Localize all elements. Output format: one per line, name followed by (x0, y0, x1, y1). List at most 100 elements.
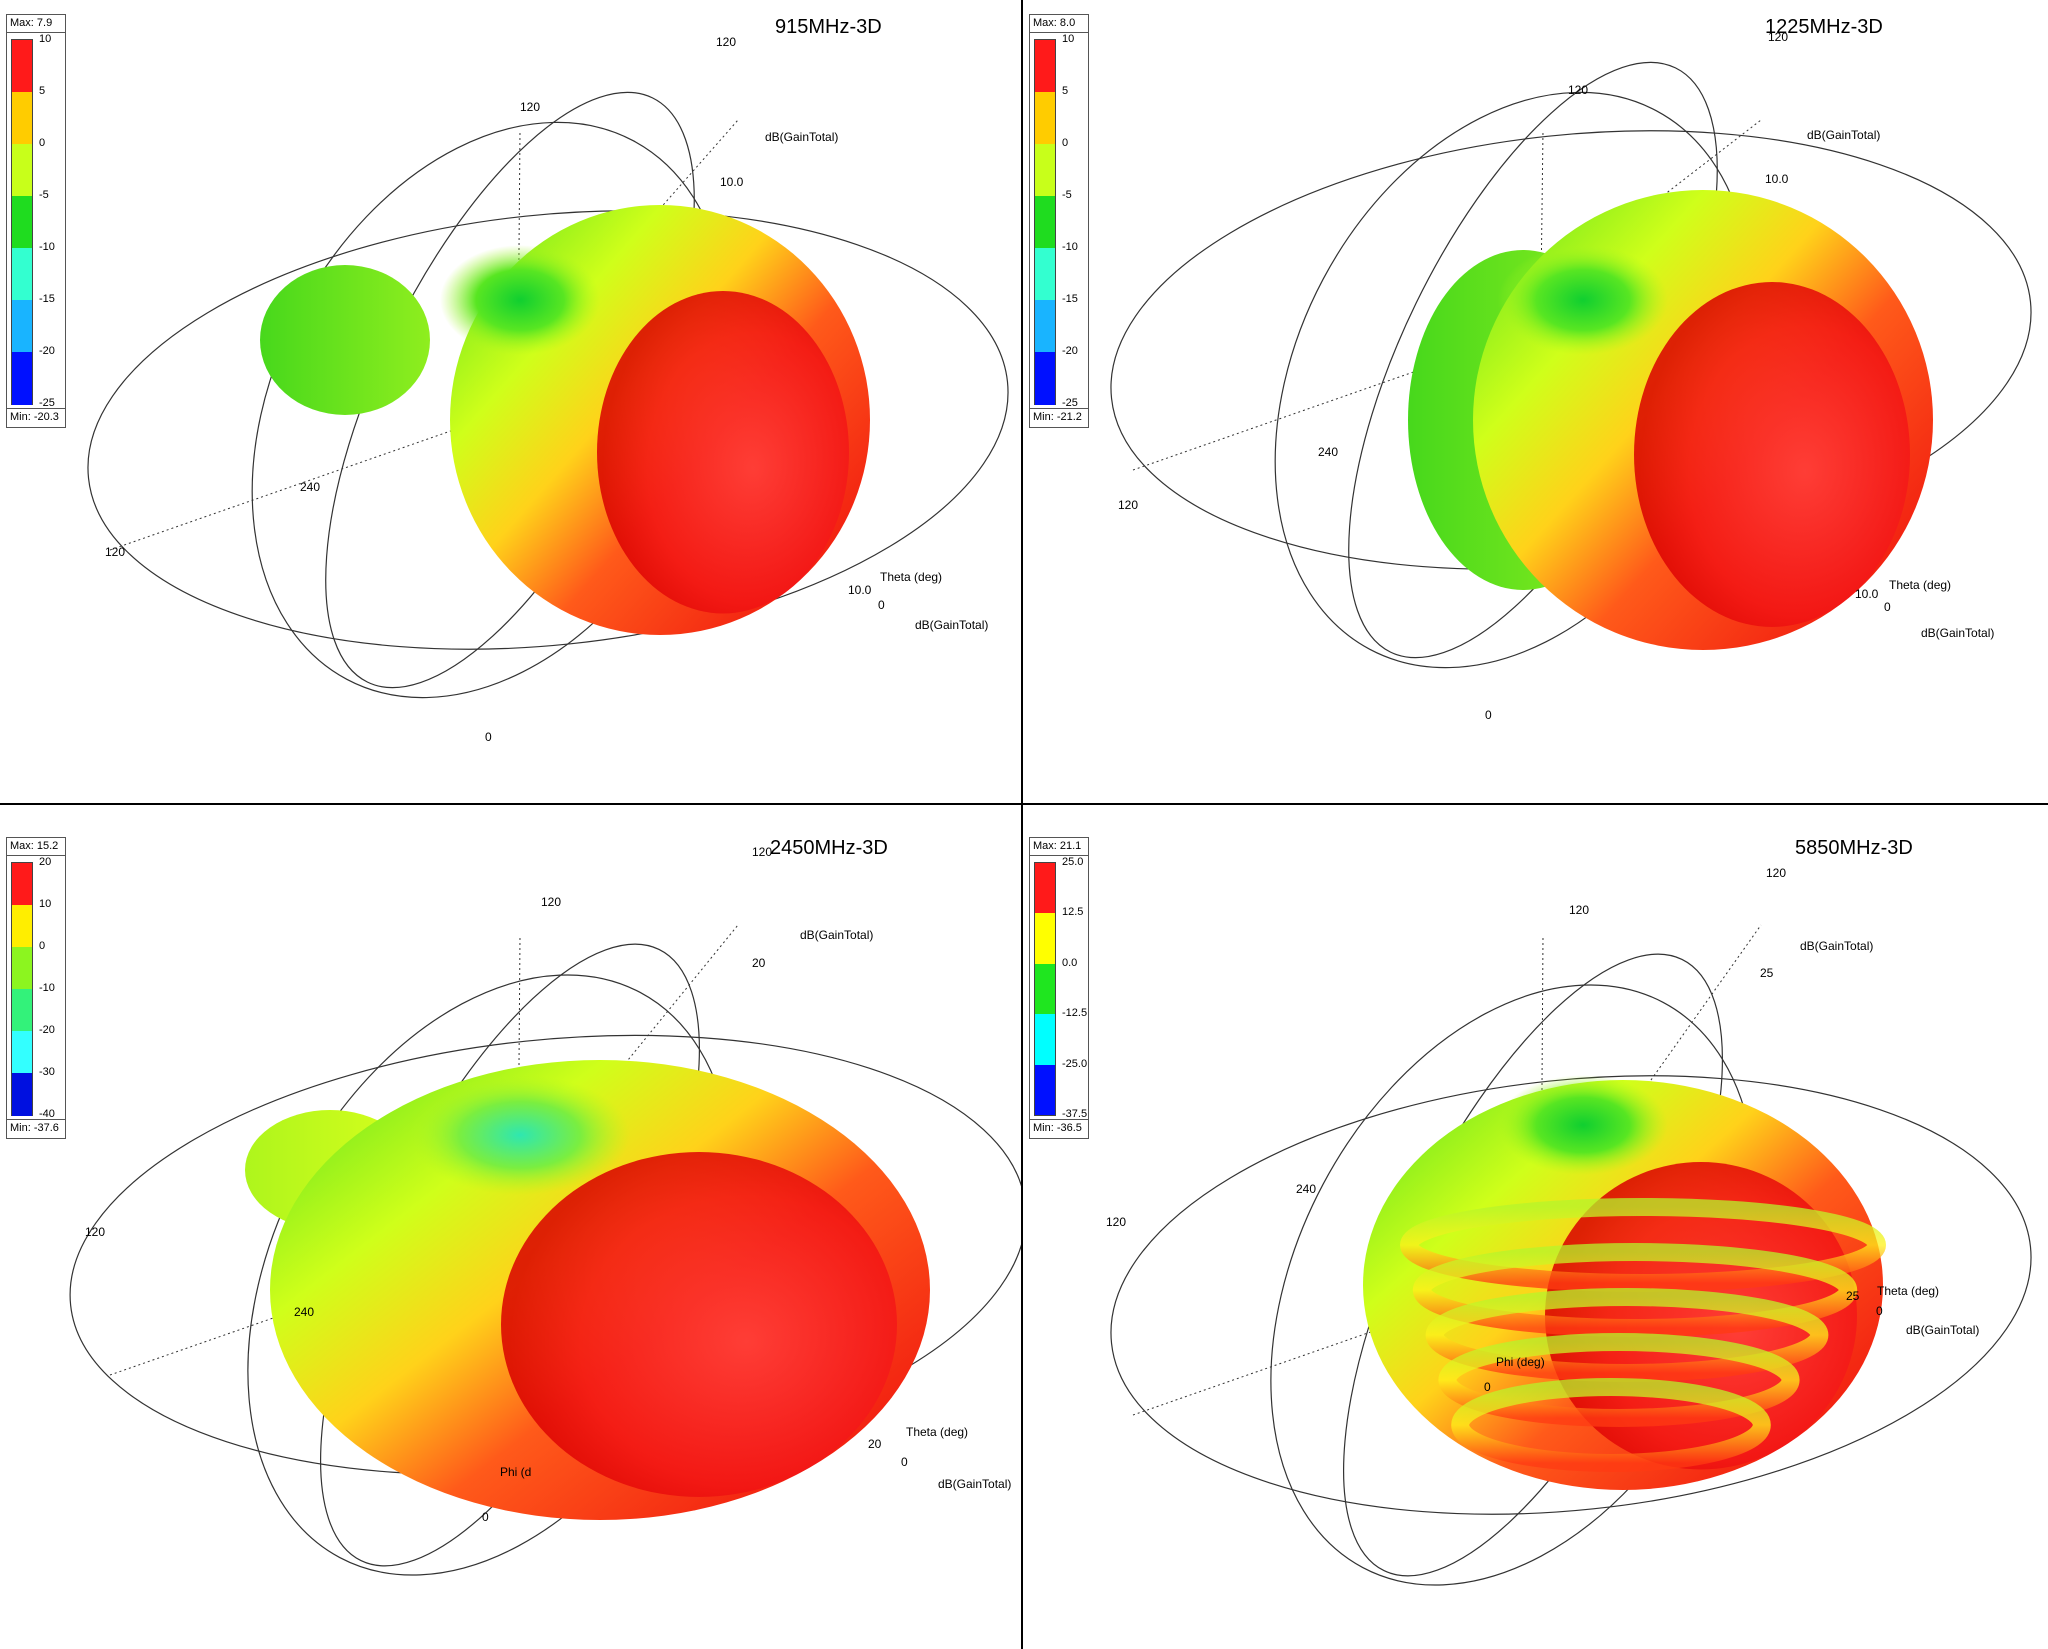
color-legend: Max: 7.9 10 5 0 -5 -10 -15 -20 -25 Min: -20.3 (6, 14, 66, 428)
legend-tick-label: -10 (1062, 241, 1078, 253)
color-legend: Max: 21.1 25.0 12.5 0.0 -12.5 -25.0 -37.5 Min: … (1029, 837, 1089, 1139)
pattern-ripple (1412, 1243, 1858, 1337)
peak-gain-region (1634, 282, 1910, 627)
legend-min: Min: -36.5 (1033, 1122, 1082, 1134)
peak-gain-region (501, 1152, 897, 1497)
axis-label-zero-right: 0 (1876, 1304, 1883, 1318)
axis-label-ring-mid: 120 (1568, 83, 1589, 97)
axis-label-zero-right: 0 (878, 598, 885, 612)
pattern-plot (1110, 924, 2032, 1586)
legend-tick-label: -12.5 (1062, 1007, 1088, 1020)
legend-max: Max: 8.0 (1033, 17, 1076, 29)
legend-color-segment (12, 196, 32, 249)
pattern-panel-1: 915MHz-3D Max: 7.9 10 5 0 -5 -10 -15 -20 -25 Min: … (0, 0, 1021, 803)
axis-label-theta: Theta (deg) (906, 1425, 969, 1439)
axis-label-ring-top: 120 (1766, 866, 1787, 880)
axis-label-deg240: 240 (300, 480, 321, 494)
legend-color-segment (12, 144, 32, 197)
axis-label-gain-top: dB(GainTotal) (800, 928, 874, 942)
axis-label-gain-top: dB(GainTotal) (1807, 128, 1881, 142)
axis-label-ring-top: 120 (1768, 30, 1789, 44)
plot-title: 915MHz-3D (775, 16, 882, 38)
axis-label-ring-left: 120 (1118, 498, 1139, 512)
axis-label-phi: Phi (d (500, 1465, 532, 1479)
legend-color-segment (1035, 300, 1055, 353)
axis-label-ring-left: 120 (1106, 1215, 1127, 1229)
legend-tick-label: 10 (39, 898, 52, 910)
legend-separator-top (7, 855, 65, 856)
axis-label-scale-right: 10.0 (848, 583, 872, 597)
pattern-ripple (1400, 1198, 1886, 1292)
axis-label-phi: Phi (deg) (1496, 1355, 1545, 1369)
legend-tick-label: 10 (39, 33, 52, 45)
axis-label-scale-top: 20 (752, 956, 766, 970)
radiation-pattern-surface (260, 205, 870, 635)
legend-color-bar (11, 39, 33, 405)
legend-tick-label: -20 (1062, 345, 1078, 357)
null-region (440, 245, 600, 355)
legend-color-segment (12, 248, 32, 301)
axis-label-ring-top: 120 (716, 35, 737, 49)
pattern-panel-2: 1225MHz-3D Max: 8.0 10 5 0 -5 -10 -15 -20 -25 Min:… (1023, 0, 2048, 803)
plot-title: 2450MHz-3D (770, 837, 888, 859)
legend-color-segment (1035, 352, 1055, 405)
legend-min: Min: -37.6 (10, 1122, 59, 1134)
legend-color-segment (12, 905, 32, 948)
axis-label-zero-bottom: 0 (1484, 1380, 1491, 1394)
legend-color-segment (12, 1031, 32, 1074)
legend-tick-label: -10 (39, 982, 55, 994)
pattern-ripple (1438, 1333, 1800, 1427)
axis-label-zero-bottom: 0 (482, 1510, 489, 1524)
pattern-plot (1110, 61, 2032, 669)
legend-tick-label: 0 (1062, 137, 1069, 149)
pattern-panel-4: 5850MHz-3D Max: 21.1 25.0 12.5 0.0 -12.5 -25.0… (1023, 805, 2048, 1649)
phi-ring (87, 210, 1009, 650)
legend-color-segment (1035, 913, 1055, 965)
legend-color-segment (12, 863, 32, 906)
legend-color-segment (1035, 196, 1055, 249)
legend-tick-label: 0 (39, 137, 46, 149)
legend-separator-bottom (1030, 1119, 1088, 1120)
legend-tick-label: -37.5 (1062, 1108, 1088, 1120)
legend-tick-label: -10 (39, 241, 55, 253)
legend-tick-label: -20 (39, 345, 55, 357)
legend-max: Max: 15.2 (10, 840, 59, 852)
legend-color-bar (11, 862, 33, 1116)
legend-tick-label: 0.0 (1062, 956, 1078, 969)
legend-tick-label: 5 (1062, 85, 1069, 97)
radiation-pattern-surface (245, 1060, 930, 1520)
legend-tick-label: 12.5 (1062, 906, 1084, 919)
side-lobe (260, 265, 430, 415)
legend-tick-label: 0 (39, 940, 46, 952)
axis-label-scale-top: 25 (1760, 966, 1774, 980)
plot-title: 5850MHz-3D (1795, 837, 1913, 859)
legend-tick-label: 20 (39, 856, 52, 868)
legend-separator-bottom (7, 1119, 65, 1120)
axis-label-ring-mid: 120 (541, 895, 562, 909)
legend-tick-label: -25 (1062, 397, 1078, 409)
legend-tick-label: -5 (39, 189, 49, 201)
axis-label-zero-right: 0 (901, 1455, 908, 1469)
axis-label-zero-bottom: 0 (1485, 708, 1492, 722)
legend-min: Min: -20.3 (10, 411, 59, 423)
legend-tick-label: -25.0 (1062, 1057, 1088, 1070)
legend-color-segment (1035, 40, 1055, 93)
legend-tick-label: 10 (1062, 33, 1075, 45)
axis-label-gain-bottom: dB(GainTotal) (1921, 626, 1995, 640)
legend-color-segment (12, 352, 32, 405)
legend-separator-top (1030, 855, 1088, 856)
y-axis-line (517, 934, 521, 1196)
axis-label-gain-top: dB(GainTotal) (765, 130, 839, 144)
axis-label-gain-top: dB(GainTotal) (1800, 939, 1874, 953)
legend-tick-label: 5 (39, 85, 46, 97)
null-region (1498, 245, 1668, 355)
x-axis-line (1132, 1254, 1592, 1416)
color-legend: Max: 8.0 10 5 0 -5 -10 -15 -20 -25 Min: -21.2 (1029, 14, 1089, 428)
axis-label-ring-mid: 120 (1569, 903, 1590, 917)
pattern-panel-3: 2450MHz-3D Max: 15.2 20 10 0 -10 -20 -30 -40 Min:… (0, 805, 1021, 1649)
x-axis-line (109, 1214, 569, 1376)
legend-color-segment (1035, 1014, 1055, 1066)
x-axis-line (1132, 309, 1592, 471)
axis-label-ring-top: 120 (752, 845, 773, 859)
axis-label-scale-right: 10.0 (1855, 587, 1879, 601)
